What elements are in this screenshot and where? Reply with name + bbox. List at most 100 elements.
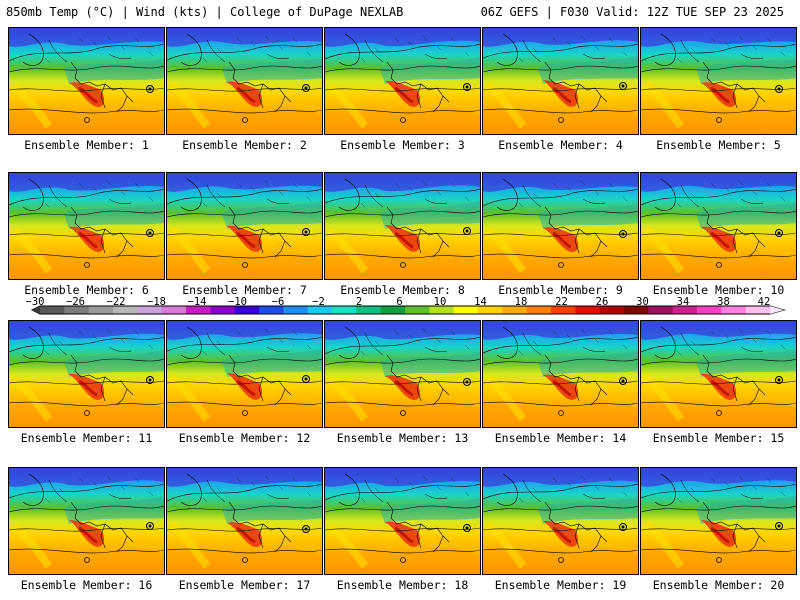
colorbar-tick-label: 2 — [355, 296, 363, 308]
member-label: Ensemble Member: 3 — [340, 138, 465, 152]
colorbar-swatch — [161, 306, 187, 314]
colorbar-tick-label: 30 — [636, 296, 649, 308]
member-label: Ensemble Member: 13 — [336, 431, 469, 445]
member-label: Ensemble Member: 20 — [652, 578, 785, 592]
colorbar-swatch — [672, 306, 698, 314]
colorbar-swatch — [307, 306, 333, 314]
colorbar-swatch — [405, 306, 430, 314]
temperature-map — [166, 172, 323, 280]
member-label: Ensemble Member: 12 — [178, 431, 311, 445]
colorbar-swatch — [599, 306, 625, 314]
member-label: Ensemble Member: 9 — [498, 283, 623, 297]
colorbar-tick-label: −14 — [187, 296, 207, 308]
temperature-map — [482, 467, 639, 575]
colorbar-swatch — [356, 306, 382, 314]
ensemble-panel: Ensemble Member: 1 — [8, 27, 165, 152]
ensemble-panel: Ensemble Member: 6 — [8, 172, 165, 297]
colorbar-swatch — [453, 306, 479, 314]
ensemble-panel: Ensemble Member: 5 — [640, 27, 797, 152]
colorbar-swatch — [332, 306, 357, 314]
colorbar-swatch — [697, 306, 722, 314]
colorbar-swatch — [648, 306, 674, 314]
colorbar-swatch — [210, 306, 236, 314]
colorbar-swatch — [113, 306, 138, 314]
colorbar-left-arrow — [32, 306, 40, 314]
temperature-map — [324, 320, 481, 428]
temperature-map — [324, 172, 481, 280]
colorbar-swatch — [234, 306, 260, 314]
member-label: Ensemble Member: 14 — [494, 431, 627, 445]
temperature-map — [482, 320, 639, 428]
colorbar-swatch — [64, 306, 90, 314]
temperature-map — [640, 27, 797, 135]
ensemble-panel: Ensemble Member: 20 — [640, 467, 797, 592]
colorbar-swatch — [575, 306, 601, 314]
colorbar-tick-label: 18 — [514, 296, 528, 308]
colorbar-swatch — [137, 306, 163, 314]
ensemble-panel: Ensemble Member: 17 — [166, 467, 323, 592]
member-label: Ensemble Member: 6 — [24, 283, 149, 297]
colorbar-right-arrow — [770, 306, 784, 314]
colorbar-swatch — [40, 306, 65, 314]
temperature-map — [8, 27, 165, 135]
temperature-map — [482, 27, 639, 135]
colorbar — [30, 305, 786, 315]
member-label: Ensemble Member: 8 — [340, 283, 465, 297]
member-label: Ensemble Member: 2 — [182, 138, 307, 152]
model-run-info: 06Z GEFS | F030 Valid: 12Z TUE SEP 23 20… — [480, 5, 784, 19]
colorbar-tick-label: −10 — [228, 296, 247, 308]
member-label: Ensemble Member: 16 — [20, 578, 153, 592]
ensemble-panel: Ensemble Member: 7 — [166, 172, 323, 297]
member-label: Ensemble Member: 17 — [178, 578, 311, 592]
ensemble-panel: Ensemble Member: 15 — [640, 320, 797, 445]
colorbar-tick-label: 6 — [396, 296, 403, 308]
colorbar-swatch — [259, 306, 284, 314]
ensemble-panel: Ensemble Member: 10 — [640, 172, 797, 297]
temperature-map — [482, 172, 639, 280]
colorbar-tick-label: −6 — [271, 296, 285, 308]
ensemble-panel: Ensemble Member: 8 — [324, 172, 481, 297]
ensemble-panel: Ensemble Member: 11 — [8, 320, 165, 445]
colorbar-swatch — [283, 306, 309, 314]
colorbar-swatch — [624, 306, 649, 314]
member-label: Ensemble Member: 11 — [20, 431, 153, 445]
ensemble-panel: Ensemble Member: 18 — [324, 467, 481, 592]
colorbar-swatch — [526, 306, 552, 314]
colorbar-swatch — [429, 306, 455, 314]
member-label: Ensemble Member: 18 — [336, 578, 469, 592]
colorbar-tick-label: 14 — [474, 296, 487, 308]
temperature-map — [166, 27, 323, 135]
member-label: Ensemble Member: 1 — [24, 138, 149, 152]
temperature-map — [8, 320, 165, 428]
ensemble-panel: Ensemble Member: 3 — [324, 27, 481, 152]
colorbar-swatch — [502, 306, 528, 314]
colorbar-tick-label: 10 — [433, 296, 447, 308]
colorbar-swatch — [721, 306, 747, 314]
colorbar-tick-label: −18 — [147, 296, 166, 308]
temperature-map — [640, 467, 797, 575]
ensemble-panel: Ensemble Member: 16 — [8, 467, 165, 592]
member-label: Ensemble Member: 19 — [494, 578, 627, 592]
temperature-map — [166, 467, 323, 575]
ensemble-panel: Ensemble Member: 12 — [166, 320, 323, 445]
colorbar-tick-label: −2 — [312, 296, 325, 308]
ensemble-panel: Ensemble Member: 19 — [482, 467, 639, 592]
temperature-map — [640, 172, 797, 280]
temperature-map — [324, 467, 481, 575]
temperature-map — [324, 27, 481, 135]
ensemble-panel: Ensemble Member: 13 — [324, 320, 481, 445]
colorbar-swatch — [380, 306, 406, 314]
member-label: Ensemble Member: 7 — [182, 283, 307, 297]
colorbar-tick-label: 38 — [717, 296, 730, 308]
colorbar-tick-label: 26 — [595, 296, 609, 308]
colorbar-tick-label: −22 — [106, 296, 126, 308]
temperature-map — [166, 320, 323, 428]
temperature-map — [8, 467, 165, 575]
colorbar-tick-label: 22 — [555, 296, 568, 308]
colorbar-tick-label: −26 — [66, 296, 85, 308]
colorbar-swatch — [186, 306, 211, 314]
colorbar-tick-label: 34 — [676, 296, 690, 308]
colorbar-tick-label: 42 — [757, 296, 771, 308]
member-label: Ensemble Member: 15 — [652, 431, 785, 445]
colorbar-swatch — [551, 306, 576, 314]
